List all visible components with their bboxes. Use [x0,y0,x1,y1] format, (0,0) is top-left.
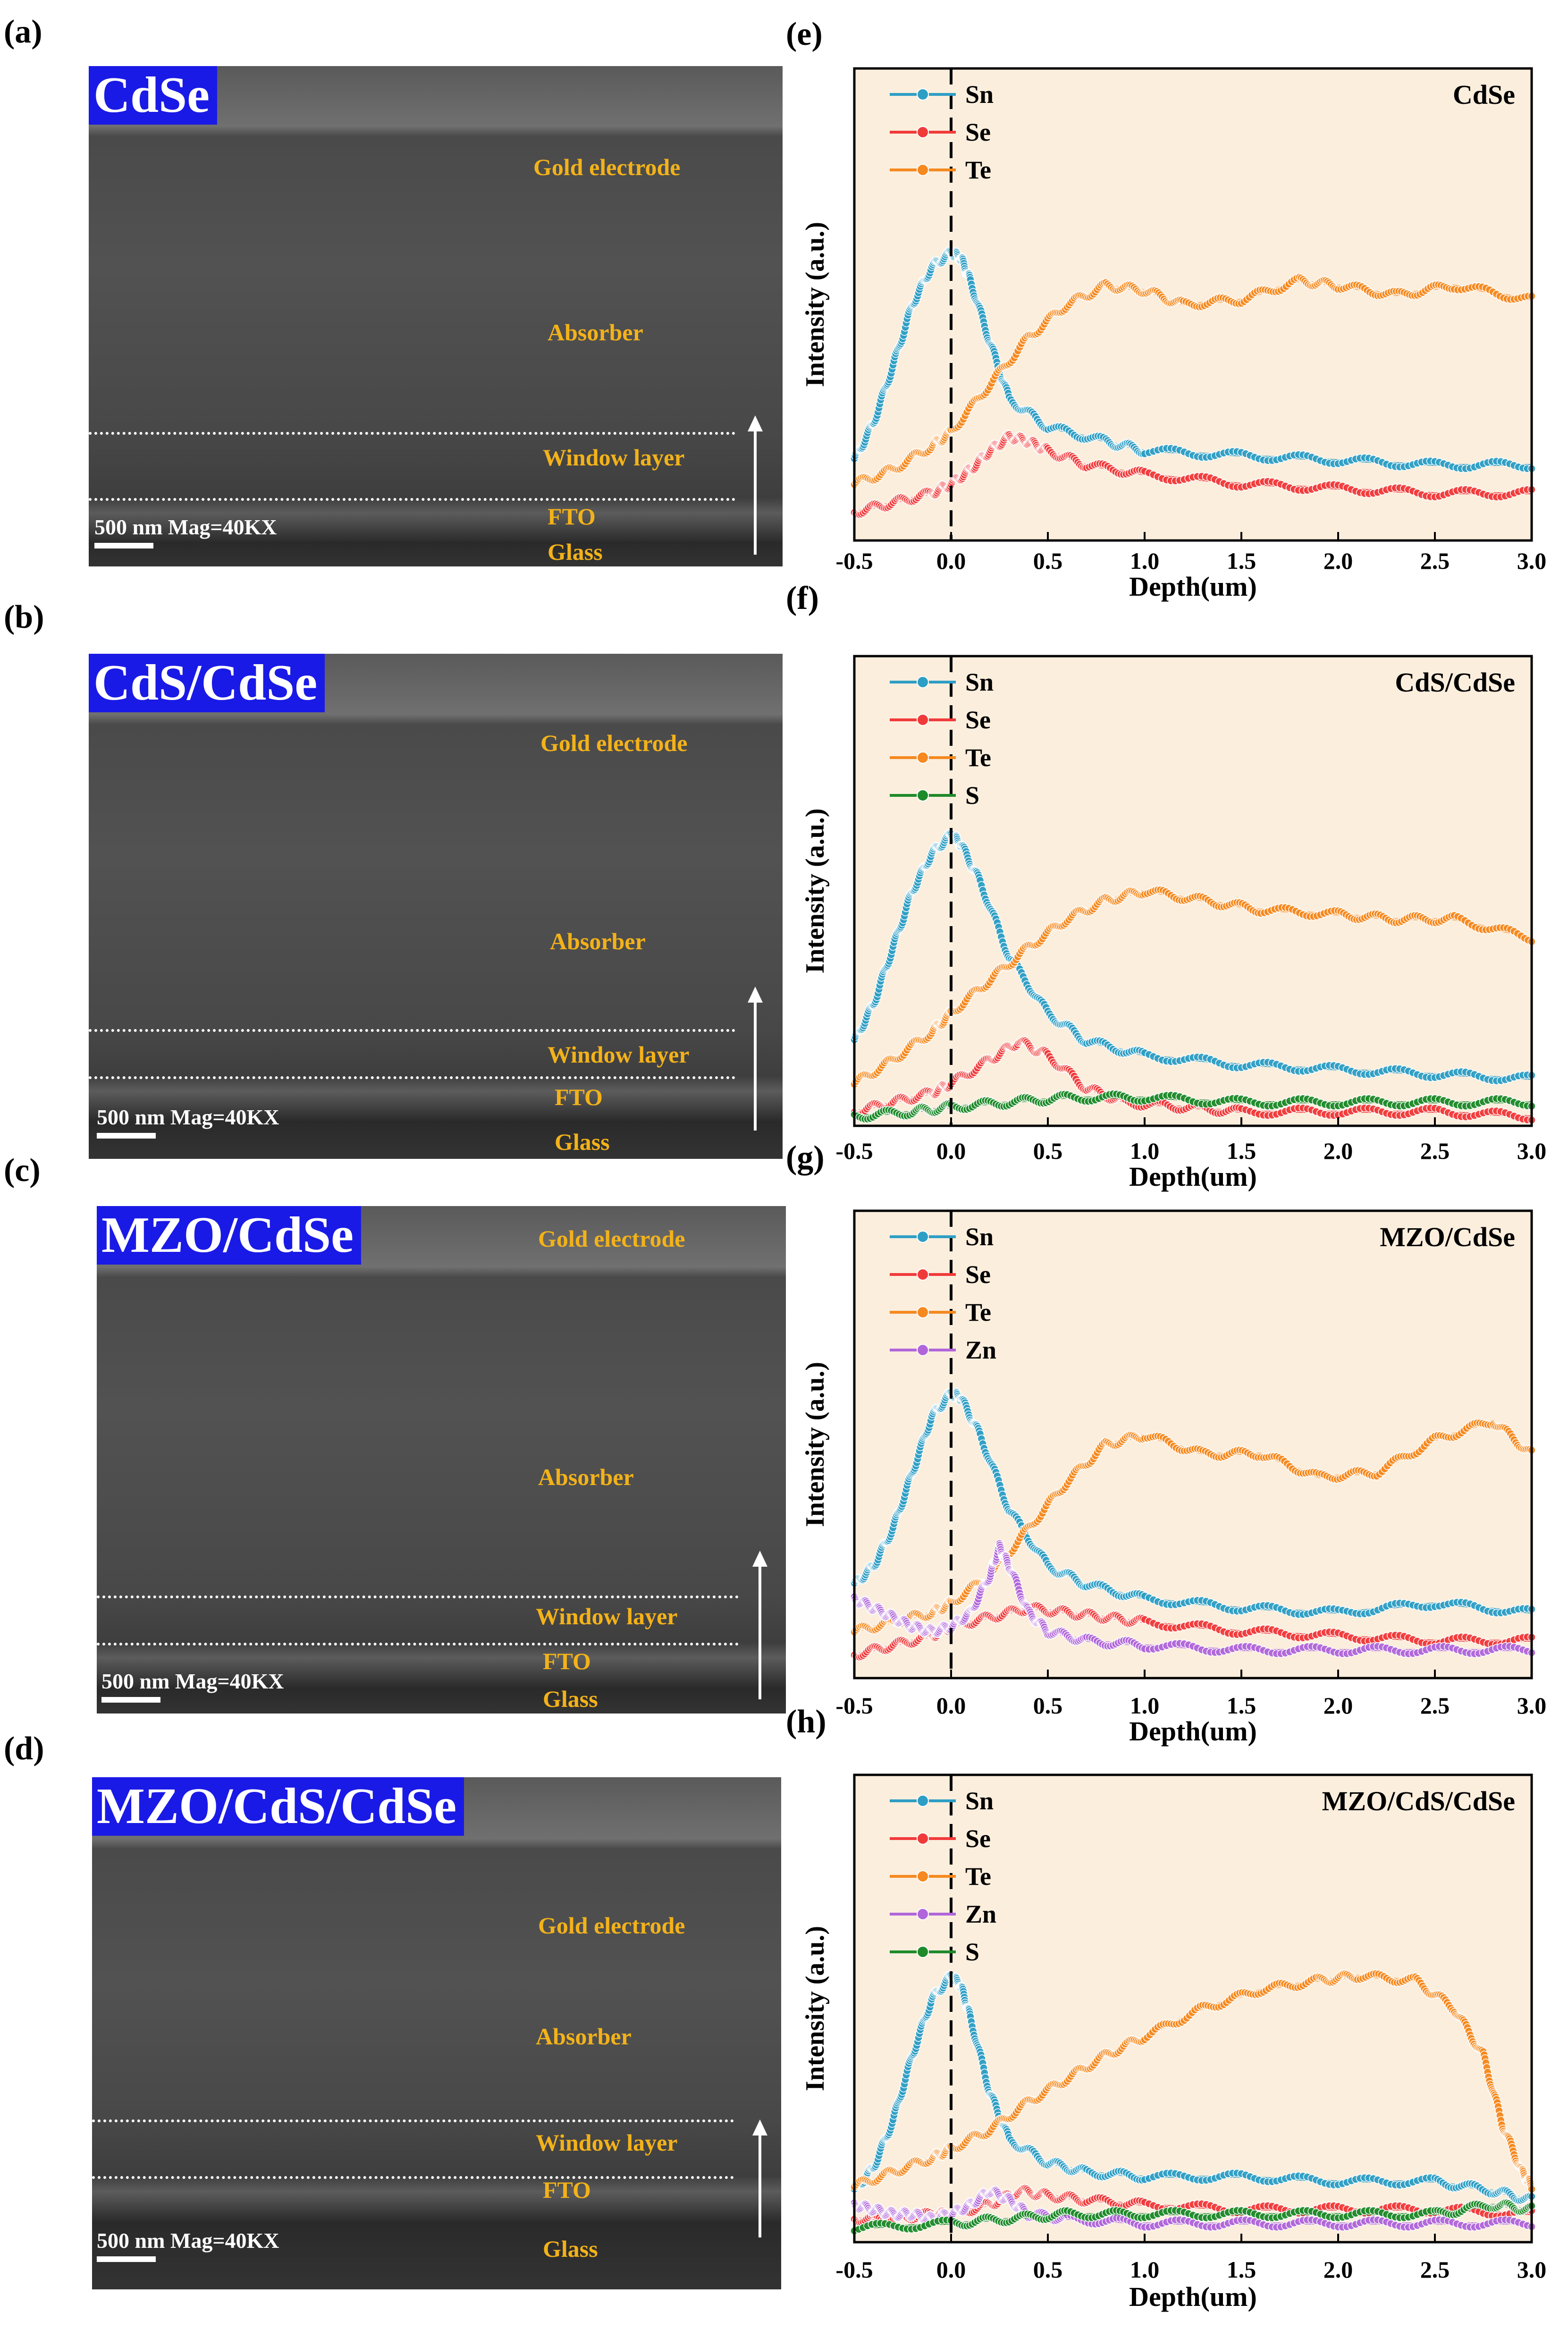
chart-3: (h)-0.5 0.0 0.5 1.0 1.5 2.0 2.5 3.0Depth(um)Int… [786,1704,1546,2312]
legend-marker [917,789,929,802]
x-axis-label: Depth(um) [1129,1716,1257,1747]
legend-marker [917,1344,929,1356]
x-tick-label: 0.5 [1033,1692,1063,1719]
legend-label: Zn [965,1336,996,1364]
y-axis-label: Intensity (a.u.) [801,222,830,387]
x-tick-label: 2.5 [1420,548,1450,574]
x-tick-label: 0.0 [936,1138,966,1164]
legend-label: Te [965,743,991,772]
x-tick-label: 2.5 [1420,1138,1450,1164]
x-tick-label: 2.5 [1420,1692,1450,1719]
chart-1: (f) -0.5 0.0 0.5 1.0 1.5 2.0 2.5 3.0 Depth(um) Int… [786,580,1546,1192]
legend-marker [917,164,929,176]
chart-0: (e) -0.5 0.0 0.5 1.0 1.5 2.0 2.5 3.0 Depth(um) Int… [786,16,1546,602]
x-tick-label: 2.0 [1324,1138,1353,1164]
x-tick-label: 0.0 [936,1692,966,1719]
x-tick-label: 1.5 [1227,548,1256,574]
panel-letter: (g) [786,1139,825,1176]
x-tick-label: 1.5 [1227,1138,1256,1164]
y-axis-label: Intensity (a.u.) [801,1362,830,1527]
x-tick-label: 1.0 [1130,1138,1160,1164]
x-tick-label: 2.0 [1324,548,1353,574]
x-tick-label: 2.0 [1324,1692,1353,1719]
panel-letter: (f) [786,580,819,616]
legend-label: Sn [965,1223,994,1251]
series-se [850,430,1536,519]
series-sn [850,246,1536,473]
x-tick-label: 0.5 [1033,1138,1063,1164]
y-axis-label: Intensity (a.u.) [801,808,830,973]
legend-marker [917,751,929,764]
legend-marker [917,88,929,101]
x-tick-label: 3.0 [1517,1692,1547,1719]
panel-letter: (h) [786,1704,826,1740]
legend-label: Se [965,1260,991,1289]
x-tick-label: 0.0 [936,548,966,574]
x-tick-label: 1.0 [1130,548,1160,574]
legend-label: Se [965,118,991,146]
x-tick-label: 3.0 [1517,548,1547,574]
panel-letter: (e) [786,16,823,52]
legend-marker [917,126,929,138]
chart-2: (g) -0.5 0.0 0.5 1.0 1.5 2.0 2.5 3.0 Depth(um) Int… [786,1139,1546,1747]
legend-marker [917,1231,929,1243]
x-tick-label: 1.0 [1130,1692,1160,1719]
x-axis-label: Depth(um) [1129,1161,1257,1192]
legend-label: Sn [965,668,994,696]
legend-label: Te [965,156,991,184]
legend-marker [917,714,929,726]
x-tick-label: 1.5 [1227,1692,1256,1719]
legend-marker [917,676,929,688]
legend-label: Te [965,1298,991,1326]
legend-marker [917,1268,929,1281]
legend-label: S [965,781,979,810]
x-axis-label: Depth(um) [1129,571,1257,602]
x-tick-label: -0.5 [835,1692,873,1719]
legend-label: Se [965,706,991,734]
chart-title: CdSe [1453,79,1515,110]
x-tick-label: 0.5 [1033,548,1063,574]
legend-marker [917,1306,929,1318]
chart-title: MZO/CdSe [1380,1222,1515,1252]
chart-title: CdS/CdSe [1395,667,1515,698]
x-tick-label: -0.5 [835,548,873,574]
x-tick-label: -0.5 [835,1138,873,1164]
legend: Sn Se Te [890,80,994,184]
legend-label: Sn [965,80,994,109]
x-tick-label: 3.0 [1517,1138,1547,1164]
